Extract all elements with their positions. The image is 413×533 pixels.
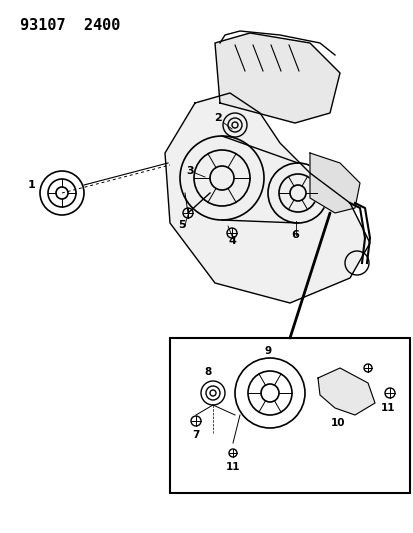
Text: 4: 4 [228, 236, 235, 246]
Text: 10: 10 [330, 418, 344, 428]
Bar [170, 338, 409, 493]
Polygon shape [309, 153, 359, 213]
Text: 1: 1 [28, 180, 36, 190]
Text: 2: 2 [214, 113, 221, 123]
Text: 11: 11 [380, 403, 394, 413]
Text: 7: 7 [192, 430, 199, 440]
Text: 93107  2400: 93107 2400 [20, 18, 120, 33]
Text: 3: 3 [186, 166, 193, 176]
Polygon shape [165, 93, 369, 303]
Text: 5: 5 [178, 220, 185, 230]
Polygon shape [317, 368, 374, 415]
Text: 11: 11 [225, 462, 240, 472]
Polygon shape [214, 33, 339, 123]
Text: 9: 9 [264, 346, 271, 356]
Text: 6: 6 [290, 230, 298, 240]
Text: 8: 8 [204, 367, 211, 377]
